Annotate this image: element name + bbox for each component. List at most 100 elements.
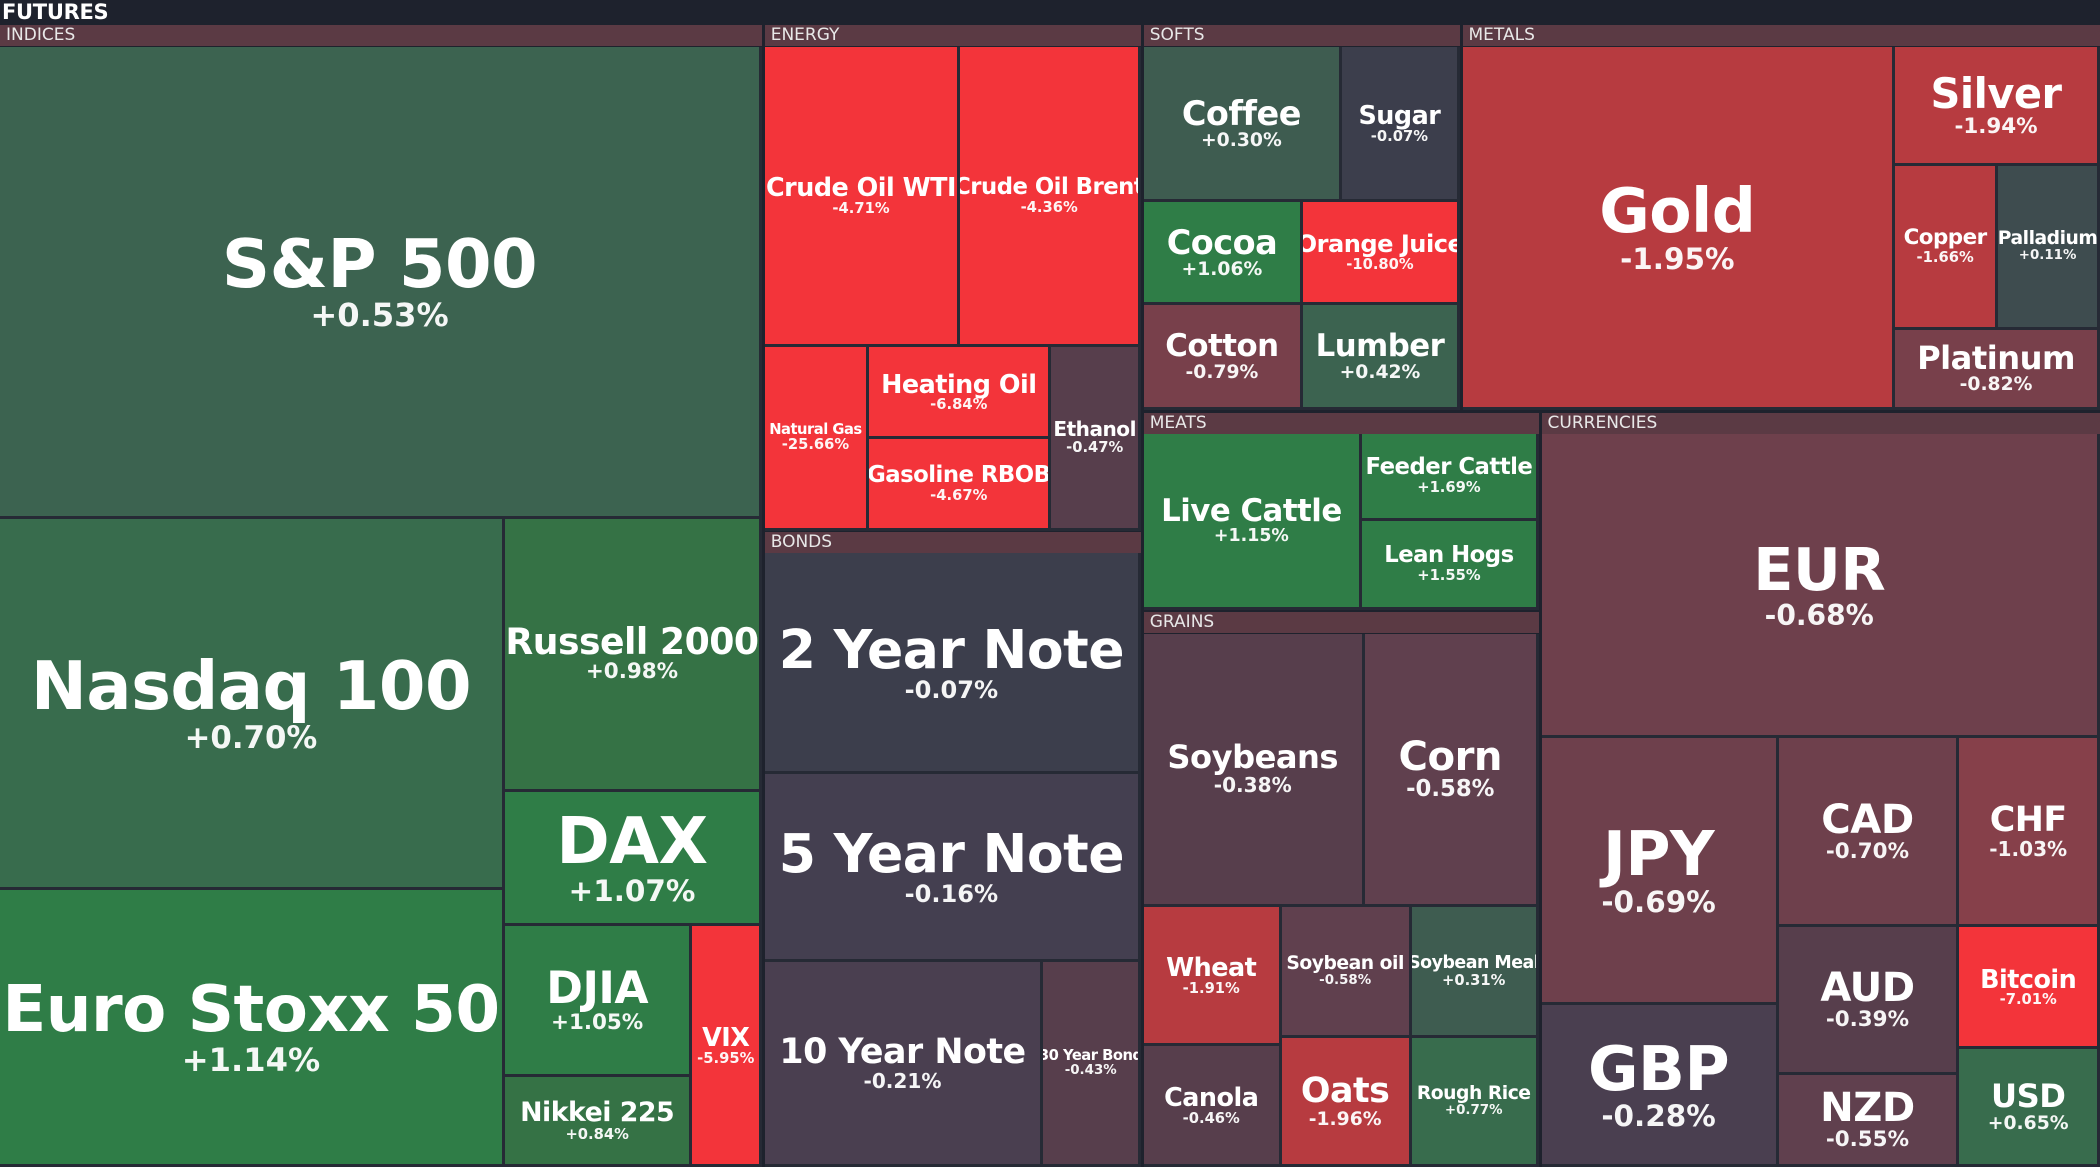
tile-lean-hogs[interactable]: Lean Hogs +1.55% (1362, 521, 1539, 610)
tile-usd[interactable]: USD +0.65% (1959, 1049, 2100, 1167)
tile-wheat[interactable]: Wheat -1.91% (1143, 907, 1282, 1047)
tile-russell-2000[interactable]: Russell 2000 +0.98% (504, 518, 763, 792)
tile-orange-juice[interactable]: Orange Juice -10.80% (1303, 202, 1460, 306)
tile-djia[interactable]: DJIA +1.05% (504, 925, 693, 1078)
caret-down-icon (1151, 632, 1166, 634)
tile-natural-gas[interactable]: Natural Gas -25.66% (764, 347, 870, 531)
tile-sandp-500[interactable]: S&P 500 +0.53% (0, 46, 763, 519)
tile-change: +0.98% (585, 659, 679, 685)
tile-crude-oil-wti[interactable]: Crude Oil WTI -4.71% (764, 46, 961, 347)
tile-cocoa[interactable]: Cocoa +1.06% (1143, 202, 1304, 306)
tile-change: -0.82% (1959, 374, 2033, 396)
tile-soybeans[interactable]: Soybeans -0.38% (1143, 633, 1365, 908)
tile-change: +1.55% (1417, 567, 1481, 585)
tile-name: Soybean Meal (1411, 953, 1539, 974)
tile-cad[interactable]: CAD -0.70% (1778, 738, 1960, 928)
tile-sugar[interactable]: Sugar -0.07% (1341, 46, 1460, 203)
section-header-indices[interactable]: INDICES (0, 25, 763, 47)
tile-name: Euro Stoxx 50 (2, 972, 500, 1048)
tile-jpy[interactable]: JPY -0.69% (1541, 738, 1779, 1005)
tile-cotton[interactable]: Cotton -0.79% (1143, 305, 1304, 410)
tile-2-year-note[interactable]: 2 Year Note -0.07% (764, 553, 1142, 775)
tile-euro-stoxx-50[interactable]: Euro Stoxx 50 +1.14% (0, 889, 505, 1167)
tile-name: 30 Year Bond (1043, 1047, 1142, 1065)
tile-name: Sugar (1358, 100, 1441, 130)
tile-change: -0.55% (1825, 1127, 1910, 1153)
section-header-softs[interactable]: SOFTS (1143, 25, 1460, 47)
tile-change: +0.84% (565, 1125, 629, 1143)
tile-change: +0.42% (1339, 361, 1421, 383)
tile-change: -0.46% (1182, 1109, 1240, 1127)
tile-change: -25.66% (781, 436, 850, 454)
tile-oats[interactable]: Oats -1.96% (1281, 1038, 1412, 1167)
tile-name: Rough Rice (1416, 1083, 1531, 1105)
section-header-currencies[interactable]: CURRENCIES (1541, 412, 2100, 434)
tile-name: Gasoline RBOB (869, 461, 1051, 488)
caret-down-icon (772, 45, 787, 47)
tile-name: JPY (1602, 818, 1715, 891)
tile-silver[interactable]: Silver -1.94% (1895, 46, 2100, 167)
tile-name: Lean Hogs (1384, 542, 1514, 569)
tile-5-year-note[interactable]: 5 Year Note -0.16% (764, 774, 1142, 962)
tile-dax[interactable]: DAX +1.07% (504, 791, 763, 926)
tile-nasdaq-100[interactable]: Nasdaq 100 +0.70% (0, 518, 505, 890)
tile-heating-oil[interactable]: Heating Oil -6.84% (869, 347, 1052, 440)
tile-name: Wheat (1166, 952, 1257, 983)
tile-platinum[interactable]: Platinum -0.82% (1895, 329, 2100, 410)
section-header-grains[interactable]: GRAINS (1143, 612, 1539, 634)
tile-change: -1.91% (1182, 979, 1240, 997)
caret-down-icon (772, 551, 787, 553)
tile-change: -1.96% (1308, 1108, 1382, 1130)
tile-ethanol[interactable]: Ethanol -0.47% (1051, 347, 1142, 531)
section-header-energy[interactable]: ENERGY (764, 25, 1142, 47)
tile-change: +0.11% (2018, 248, 2077, 264)
tile-soybean-meal[interactable]: Soybean Meal +0.31% (1411, 907, 1539, 1039)
section-header-bonds[interactable]: BONDS (764, 531, 1142, 553)
tile-rough-rice[interactable]: Rough Rice +0.77% (1411, 1038, 1539, 1167)
tile-name: DAX (556, 804, 708, 880)
tile-nzd[interactable]: NZD -0.55% (1778, 1074, 1960, 1167)
tile-change: +0.70% (184, 719, 318, 756)
tile-change: -1.95% (1620, 241, 1735, 276)
tile-change: -0.38% (1213, 773, 1292, 798)
tile-name: S&P 500 (221, 225, 538, 304)
tile-soybean-oil[interactable]: Soybean oil -0.58% (1281, 907, 1412, 1039)
section-header-metals[interactable]: METALS (1462, 25, 2100, 47)
tile-eur[interactable]: EUR -0.68% (1541, 434, 2100, 739)
tile-name: Soybean oil (1286, 953, 1404, 975)
tile-30-year-bond[interactable]: 30 Year Bond -0.43% (1043, 962, 1142, 1167)
tile-vix[interactable]: VIX -5.95% (692, 925, 763, 1167)
tile-feeder-cattle[interactable]: Feeder Cattle +1.69% (1362, 434, 1539, 522)
tile-copper[interactable]: Copper -1.66% (1895, 166, 1999, 330)
tile-change: +1.15% (1213, 526, 1289, 547)
tile-coffee[interactable]: Coffee +0.30% (1143, 46, 1342, 203)
tile-name: Russell 2000 (505, 620, 759, 664)
tile-name: Platinum (1917, 338, 2075, 377)
tile-palladium[interactable]: Palladium +0.11% (1998, 166, 2100, 330)
tile-change: -0.07% (904, 675, 999, 704)
tile-10-year-note[interactable]: 10 Year Note -0.21% (764, 962, 1044, 1167)
tile-name: Orange Juice (1303, 230, 1460, 258)
tile-live-cattle[interactable]: Live Cattle +1.15% (1143, 434, 1363, 610)
tile-name: NZD (1820, 1084, 1915, 1131)
tile-name: USD (1990, 1076, 2066, 1115)
tile-gbp[interactable]: GBP -0.28% (1541, 1004, 1779, 1167)
tile-crude-oil-brent[interactable]: Crude Oil Brent -4.36% (960, 46, 1142, 347)
tile-change: -0.39% (1825, 1007, 1910, 1033)
tile-corn[interactable]: Corn -0.58% (1364, 633, 1539, 908)
tile-gold[interactable]: Gold -1.95% (1462, 46, 1896, 410)
tile-chf[interactable]: CHF -1.03% (1959, 738, 2100, 928)
tile-gasoline-rbob[interactable]: Gasoline RBOB -4.67% (869, 439, 1052, 531)
tile-change: -0.28% (1601, 1099, 1716, 1134)
tile-aud[interactable]: AUD -0.39% (1778, 927, 1960, 1075)
tile-change: +0.65% (1987, 1112, 2069, 1134)
tile-lumber[interactable]: Lumber +0.42% (1303, 305, 1460, 410)
tile-name: Crude Oil WTI (766, 172, 956, 203)
tile-change: -1.66% (1916, 248, 1974, 266)
tile-name: Corn (1398, 733, 1503, 780)
section-header-meats[interactable]: MEATS (1143, 412, 1539, 434)
tile-change: -1.03% (1989, 836, 2068, 861)
tile-canola[interactable]: Canola -0.46% (1143, 1046, 1282, 1167)
tile-nikkei-225[interactable]: Nikkei 225 +0.84% (504, 1077, 693, 1167)
tile-bitcoin[interactable]: Bitcoin -7.01% (1959, 927, 2100, 1050)
